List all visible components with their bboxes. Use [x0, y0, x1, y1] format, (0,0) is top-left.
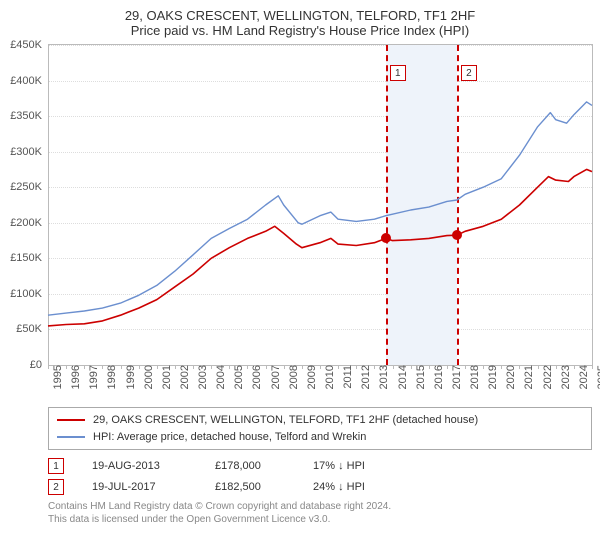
x-tick-label: 2006	[247, 365, 263, 389]
y-tick-label: £50K	[16, 323, 48, 335]
x-tick-label: 1999	[121, 365, 137, 389]
legend-label-hpi: HPI: Average price, detached house, Telf…	[93, 429, 366, 446]
x-tick-label: 1995	[48, 365, 64, 389]
y-tick-label: £450K	[10, 39, 48, 51]
x-tick-label: 2004	[211, 365, 227, 389]
x-tick-label: 2018	[465, 365, 481, 389]
x-tick-label: 2015	[411, 365, 427, 389]
y-tick-label: £150K	[10, 252, 48, 264]
series-price_paid	[48, 169, 592, 326]
chart-plot-area: £0£50K£100K£150K£200K£250K£300K£350K£400…	[48, 44, 593, 365]
x-tick-label: 2000	[139, 365, 155, 389]
x-tick-label: 1996	[66, 365, 82, 389]
x-tick-label: 2008	[284, 365, 300, 389]
x-tick-label: 2013	[374, 365, 390, 389]
x-tick-label: 1997	[84, 365, 100, 389]
sales-row: 2 19-JUL-2017 £182,500 24% ↓ HPI	[48, 477, 592, 498]
attribution-line1: Contains HM Land Registry data © Crown c…	[48, 500, 592, 513]
x-tick-label: 2001	[157, 365, 173, 389]
y-tick-label: £350K	[10, 110, 48, 122]
x-tick-label: 2016	[429, 365, 445, 389]
sales-table: 1 19-AUG-2013 £178,000 17% ↓ HPI 2 19-JU…	[48, 456, 592, 498]
sale-badge-2: 2	[48, 479, 64, 495]
x-tick-label: 2021	[519, 365, 535, 389]
sale-dot	[452, 230, 462, 240]
attribution-line2: This data is licensed under the Open Gov…	[48, 513, 592, 526]
x-tick-label: 2012	[356, 365, 372, 389]
sales-row: 1 19-AUG-2013 £178,000 17% ↓ HPI	[48, 456, 592, 477]
sale-price: £182,500	[215, 477, 285, 498]
y-tick-label: £250K	[10, 181, 48, 193]
y-tick-label: £200K	[10, 217, 48, 229]
x-tick-label: 2022	[538, 365, 554, 389]
y-tick-label: £400K	[10, 75, 48, 87]
x-tick-label: 2010	[320, 365, 336, 389]
sale-price: £178,000	[215, 456, 285, 477]
x-tick-label: 2024	[574, 365, 590, 389]
legend-item-price-paid: 29, OAKS CRESCENT, WELLINGTON, TELFORD, …	[57, 412, 583, 429]
y-tick-label: £300K	[10, 146, 48, 158]
legend-swatch-hpi	[57, 436, 85, 438]
x-tick-label: 2009	[302, 365, 318, 389]
sale-dot	[381, 233, 391, 243]
sale-date: 19-JUL-2017	[92, 477, 187, 498]
x-tick-label: 2014	[393, 365, 409, 389]
x-tick-label: 2025	[592, 365, 600, 389]
sale-delta: 17% ↓ HPI	[313, 456, 365, 477]
x-tick-label: 2002	[175, 365, 191, 389]
legend-box: 29, OAKS CRESCENT, WELLINGTON, TELFORD, …	[48, 407, 592, 450]
x-tick-label: 2017	[447, 365, 463, 389]
x-tick-label: 2011	[338, 365, 354, 389]
chart-title-sub: Price paid vs. HM Land Registry's House …	[0, 23, 600, 38]
attribution-text: Contains HM Land Registry data © Crown c…	[48, 500, 592, 526]
x-tick-label: 2020	[501, 365, 517, 389]
x-tick-label: 2005	[229, 365, 245, 389]
x-tick-label: 2003	[193, 365, 209, 389]
chart-title-address: 29, OAKS CRESCENT, WELLINGTON, TELFORD, …	[0, 0, 600, 23]
legend-item-hpi: HPI: Average price, detached house, Telf…	[57, 429, 583, 446]
sale-delta: 24% ↓ HPI	[313, 477, 365, 498]
y-tick-label: £0	[30, 359, 48, 371]
x-tick-label: 2019	[483, 365, 499, 389]
x-tick-label: 2007	[266, 365, 282, 389]
legend-swatch-price-paid	[57, 419, 85, 421]
x-tick-label: 1998	[102, 365, 118, 389]
legend-label-price-paid: 29, OAKS CRESCENT, WELLINGTON, TELFORD, …	[93, 412, 478, 429]
y-tick-label: £100K	[10, 288, 48, 300]
sale-badge-1: 1	[48, 458, 64, 474]
x-tick-label: 2023	[556, 365, 572, 389]
series-hpi	[48, 102, 592, 315]
sale-date: 19-AUG-2013	[92, 456, 187, 477]
